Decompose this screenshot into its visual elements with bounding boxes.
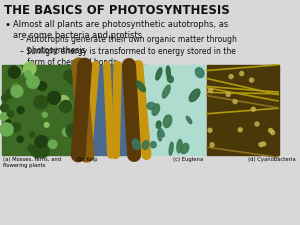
Circle shape [58, 96, 69, 107]
Ellipse shape [181, 144, 189, 154]
Circle shape [31, 144, 44, 158]
Ellipse shape [163, 115, 172, 128]
Circle shape [30, 132, 35, 137]
Bar [133, 65, 205, 155]
Circle shape [17, 107, 24, 114]
Circle shape [17, 136, 23, 142]
Ellipse shape [147, 102, 155, 110]
Circle shape [229, 74, 233, 79]
Ellipse shape [159, 128, 164, 137]
Circle shape [251, 107, 255, 111]
Circle shape [66, 124, 80, 137]
Circle shape [268, 128, 273, 133]
Ellipse shape [142, 141, 149, 149]
Ellipse shape [156, 68, 162, 80]
Circle shape [59, 101, 71, 112]
Circle shape [262, 142, 266, 146]
Circle shape [259, 143, 263, 146]
Ellipse shape [189, 89, 200, 101]
Circle shape [0, 123, 13, 136]
Ellipse shape [186, 116, 192, 124]
Circle shape [11, 86, 23, 97]
Circle shape [27, 76, 39, 88]
Text: (b) Kelp: (b) Kelp [77, 157, 98, 162]
Circle shape [250, 78, 254, 82]
Circle shape [238, 128, 242, 132]
Ellipse shape [156, 121, 161, 128]
Circle shape [24, 65, 35, 76]
Circle shape [210, 143, 214, 147]
Bar [207, 65, 279, 155]
Text: (c) Euglena: (c) Euglena [173, 157, 203, 162]
Circle shape [25, 71, 31, 78]
Ellipse shape [152, 104, 160, 115]
Text: •: • [5, 20, 11, 30]
Circle shape [240, 72, 244, 76]
Circle shape [226, 92, 230, 96]
Bar [76, 65, 148, 155]
Circle shape [34, 96, 48, 109]
Circle shape [68, 78, 74, 84]
Text: THE BASICS OF PHOTOSYNTHESIS: THE BASICS OF PHOTOSYNTHESIS [4, 4, 230, 17]
Text: (d) Cyanobacteria: (d) Cyanobacteria [248, 157, 296, 162]
Circle shape [2, 122, 10, 129]
Circle shape [28, 145, 34, 152]
Bar [2, 65, 74, 155]
Text: Almost all plants are photosynthetic autotrophs, as
are some bacteria and protis: Almost all plants are photosynthetic aut… [13, 20, 228, 40]
Circle shape [38, 82, 47, 91]
Circle shape [12, 66, 22, 76]
Circle shape [208, 128, 212, 132]
Circle shape [43, 137, 48, 141]
Ellipse shape [169, 142, 173, 155]
Ellipse shape [177, 140, 182, 153]
Ellipse shape [132, 139, 140, 149]
Text: – Autotrophs generate their own organic matter through
   photosynthesis: – Autotrophs generate their own organic … [20, 35, 237, 55]
Circle shape [62, 128, 70, 136]
Circle shape [6, 90, 14, 98]
Text: (a) Mosses, ferns, and
flowering plants: (a) Mosses, ferns, and flowering plants [3, 157, 61, 168]
Circle shape [255, 122, 259, 126]
Ellipse shape [195, 68, 204, 78]
Circle shape [1, 104, 9, 112]
Circle shape [0, 113, 8, 121]
Ellipse shape [158, 131, 162, 141]
Circle shape [233, 100, 237, 104]
Ellipse shape [166, 66, 170, 78]
Circle shape [2, 94, 9, 101]
Circle shape [12, 83, 20, 92]
Circle shape [64, 70, 74, 80]
Circle shape [208, 88, 213, 92]
Circle shape [24, 62, 36, 75]
Ellipse shape [151, 142, 156, 148]
Circle shape [42, 112, 47, 117]
Circle shape [271, 130, 274, 135]
Circle shape [8, 66, 20, 78]
Ellipse shape [136, 81, 146, 92]
Circle shape [37, 145, 49, 158]
Circle shape [65, 101, 73, 108]
Ellipse shape [167, 76, 173, 83]
Circle shape [48, 91, 61, 104]
Circle shape [49, 140, 57, 148]
Text: – Sunlight energy is transformed to energy stored in the
   form of chemical bon: – Sunlight energy is transformed to ener… [20, 47, 236, 67]
Circle shape [44, 123, 49, 127]
Ellipse shape [162, 85, 170, 98]
Circle shape [26, 63, 34, 72]
Circle shape [7, 111, 14, 117]
Circle shape [6, 120, 11, 125]
Circle shape [69, 131, 74, 136]
Circle shape [11, 123, 20, 132]
Circle shape [35, 136, 47, 148]
